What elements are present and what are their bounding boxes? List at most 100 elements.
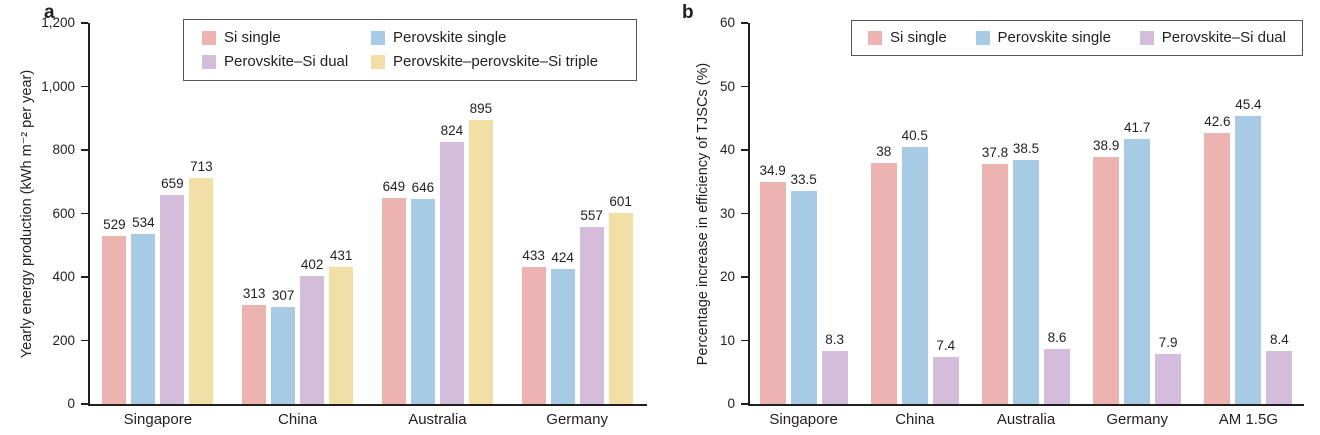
bar xyxy=(160,194,185,404)
x-axis-line xyxy=(748,404,1304,406)
x-category-label: Germany xyxy=(1106,411,1169,428)
bar xyxy=(410,198,435,404)
y-tick-mark xyxy=(81,149,88,151)
bar xyxy=(1013,159,1039,404)
x-category-label: Singapore xyxy=(123,411,193,428)
bar-value-label: 529 xyxy=(103,217,126,233)
bar-value-label: 34.9 xyxy=(759,163,786,179)
legend-swatch xyxy=(868,31,882,45)
bar-value-label: 402 xyxy=(300,257,324,273)
bar xyxy=(300,276,325,404)
bar-value-label: 424 xyxy=(551,250,574,266)
legend-swatch xyxy=(371,31,385,45)
y-tick-mark xyxy=(81,22,88,24)
x-category-label: Singapore xyxy=(769,411,838,428)
y-axis-line xyxy=(88,23,90,406)
bar xyxy=(189,177,214,404)
legend-label: Si single xyxy=(224,29,281,46)
bar-value-label: 713 xyxy=(190,158,213,174)
bar-value-label: 41.7 xyxy=(1124,120,1151,136)
bar-value-label: 649 xyxy=(382,178,406,194)
y-tick-mark xyxy=(741,85,748,88)
bar-value-label: 313 xyxy=(242,285,266,301)
legend-swatch xyxy=(1139,31,1154,45)
bar xyxy=(521,266,546,404)
legend-label: Si single xyxy=(890,29,947,46)
y-tick-label: 800 xyxy=(52,142,75,157)
bar xyxy=(821,351,848,404)
y-tick-mark xyxy=(741,149,748,151)
bar xyxy=(1204,133,1231,404)
bar xyxy=(1235,115,1262,404)
y-tick-label: 400 xyxy=(52,269,75,284)
y-tick-mark xyxy=(81,85,88,88)
bar xyxy=(790,191,817,404)
legend-item: Perovskite–Si dual xyxy=(1139,27,1286,49)
bar xyxy=(1266,350,1293,404)
bar-value-label: 7.9 xyxy=(1158,334,1178,350)
legend-item: Si single xyxy=(202,27,371,49)
y-tick-label: 1,000 xyxy=(41,78,75,94)
bar xyxy=(242,304,267,404)
x-axis-line xyxy=(88,404,647,406)
legend-item: Perovskite–Si dual xyxy=(202,51,371,73)
bar-value-label: 8.6 xyxy=(1047,330,1067,346)
legend-swatch xyxy=(202,55,216,69)
panel-b-letter: b xyxy=(682,2,694,23)
x-category-label: China xyxy=(278,411,318,428)
bar-value-label: 8.3 xyxy=(825,332,844,348)
legend-b: Si single Perovskite single Perovskite–Si … xyxy=(851,20,1303,56)
bar xyxy=(982,163,1008,404)
bar xyxy=(608,213,633,404)
panel-a-letter: a xyxy=(44,2,55,23)
legend-label: Perovskite–Si dual xyxy=(1161,29,1286,46)
x-category-label: Australia xyxy=(408,411,467,428)
x-category-label: China xyxy=(895,411,935,428)
bar-value-label: 38.9 xyxy=(1093,137,1120,153)
chart-a-yearly-energy-production: Yearly energy production (kWh m⁻² per ye… xyxy=(19,15,647,428)
bar xyxy=(271,306,296,404)
legend-label: Perovskite single xyxy=(997,29,1111,46)
y-tick-label: 30 xyxy=(719,205,735,221)
bar-value-label: 37.8 xyxy=(981,144,1009,160)
legend-item: Perovskite–perovskite–Si triple xyxy=(371,51,624,73)
legend-swatch xyxy=(371,55,385,69)
bar-value-label: 38.5 xyxy=(1012,140,1040,156)
bar-value-label: 824 xyxy=(440,123,464,139)
y-tick-label: 10 xyxy=(719,332,735,348)
legend-item: Perovskite single xyxy=(975,27,1111,49)
bar xyxy=(381,197,406,404)
bar-value-label: 433 xyxy=(522,247,545,263)
bar xyxy=(102,236,127,404)
y-tick-mark xyxy=(81,403,88,405)
y-tick-label: 0 xyxy=(727,396,735,411)
y-tick-mark xyxy=(81,276,88,278)
panel-b: b Percentage increase in efficiency of T… xyxy=(660,0,1320,435)
bar-value-label: 40.5 xyxy=(901,127,928,143)
x-category-label: Australia xyxy=(996,411,1056,428)
legend-label: Perovskite single xyxy=(393,29,507,46)
y-tick-mark xyxy=(741,212,748,215)
x-category-label: AM 1.5G xyxy=(1218,411,1278,428)
bar-value-label: 42.6 xyxy=(1204,114,1231,130)
bar xyxy=(759,182,786,404)
bar-value-label: 601 xyxy=(609,194,632,210)
bar xyxy=(870,162,897,404)
bar-value-label: 307 xyxy=(271,287,295,303)
legend-a: Si single Perovskite single Perovskite–Si … xyxy=(183,19,637,81)
y-tick-label: 0 xyxy=(67,396,75,411)
y-tick-mark xyxy=(741,276,748,278)
y-tick-label: 1,200 xyxy=(41,15,75,30)
y-tick-mark xyxy=(741,339,748,342)
bar xyxy=(901,146,928,404)
chart-b-efficiency-increase: Percentage increase in efficiency of TJS… xyxy=(660,0,1320,435)
bar xyxy=(329,267,354,404)
bar-value-label: 646 xyxy=(411,179,435,195)
bar xyxy=(579,227,604,404)
legend-item: Si single xyxy=(868,27,947,49)
bar xyxy=(1124,139,1151,404)
y-tick-mark xyxy=(81,339,88,342)
bar-value-label: 659 xyxy=(161,175,184,191)
x-category-label: Germany xyxy=(546,411,608,428)
